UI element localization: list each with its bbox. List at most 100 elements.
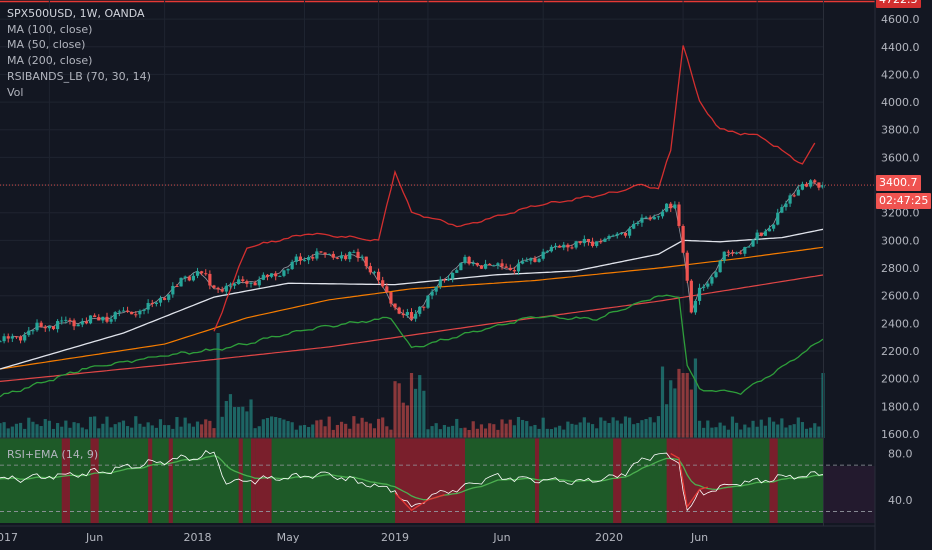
candle-body[interactable]: [800, 183, 805, 190]
candle-body[interactable]: [2, 336, 6, 342]
candle-body[interactable]: [681, 225, 685, 253]
candle-body[interactable]: [237, 279, 241, 285]
candle-body[interactable]: [492, 265, 496, 267]
candle-body[interactable]: [582, 238, 586, 244]
candle-body[interactable]: [389, 292, 393, 304]
candle-body[interactable]: [101, 316, 105, 321]
candle-body[interactable]: [232, 284, 237, 286]
candle-body[interactable]: [315, 251, 319, 259]
candle-body[interactable]: [60, 320, 64, 322]
candle-body[interactable]: [405, 312, 409, 316]
candle-body[interactable]: [14, 336, 19, 338]
candle-body[interactable]: [623, 232, 628, 236]
candle-body[interactable]: [566, 244, 570, 248]
candle-body[interactable]: [693, 300, 698, 313]
candle-body[interactable]: [163, 298, 167, 300]
candle-body[interactable]: [422, 306, 426, 308]
candle-body[interactable]: [142, 309, 146, 311]
candle-body[interactable]: [541, 251, 545, 259]
candle-body[interactable]: [500, 263, 504, 267]
candle-body[interactable]: [718, 260, 722, 273]
candle-body[interactable]: [401, 313, 405, 316]
candle-body[interactable]: [97, 317, 101, 321]
candle-body[interactable]: [261, 274, 265, 280]
candle-body[interactable]: [463, 256, 467, 263]
candle-body[interactable]: [516, 263, 521, 272]
candle-body[interactable]: [442, 279, 447, 281]
candle-body[interactable]: [68, 319, 72, 321]
candle-body[interactable]: [632, 224, 636, 229]
candle-body[interactable]: [6, 336, 10, 339]
candle-body[interactable]: [158, 298, 163, 303]
candle-body[interactable]: [344, 255, 348, 260]
candle-body[interactable]: [376, 271, 381, 281]
candle-body[interactable]: [125, 310, 130, 312]
candle-body[interactable]: [558, 245, 562, 248]
candle-body[interactable]: [47, 326, 51, 329]
study-volume[interactable]: Vol: [7, 85, 24, 99]
candle-body[interactable]: [93, 315, 97, 318]
candle-body[interactable]: [183, 276, 187, 278]
candle-body[interactable]: [590, 241, 595, 246]
candle-body[interactable]: [265, 274, 270, 277]
candle-body[interactable]: [508, 267, 512, 271]
candle-body[interactable]: [545, 251, 549, 253]
candle-body[interactable]: [200, 271, 204, 274]
candle-body[interactable]: [319, 251, 323, 253]
candle-body[interactable]: [51, 326, 56, 330]
candle-body[interactable]: [117, 311, 121, 313]
candle-body[interactable]: [171, 285, 175, 295]
candle-body[interactable]: [339, 255, 344, 259]
candle-body[interactable]: [249, 282, 253, 284]
candle-body[interactable]: [455, 270, 459, 273]
candle-body[interactable]: [697, 287, 702, 301]
candle-body[interactable]: [446, 278, 451, 281]
candle-body[interactable]: [430, 291, 434, 296]
candle-body[interactable]: [56, 321, 60, 330]
candle-body[interactable]: [286, 269, 290, 271]
candle-body[interactable]: [804, 183, 809, 187]
candle-body[interactable]: [537, 258, 541, 262]
candle-body[interactable]: [607, 236, 611, 239]
candle-body[interactable]: [570, 247, 574, 249]
candle-body[interactable]: [734, 252, 739, 254]
candle-body[interactable]: [257, 279, 261, 286]
candle-body[interactable]: [595, 241, 599, 246]
candle-body[interactable]: [175, 285, 179, 287]
candle-body[interactable]: [76, 324, 80, 327]
candle-body[interactable]: [483, 263, 488, 269]
candle-body[interactable]: [451, 272, 455, 279]
candle-body[interactable]: [673, 204, 677, 209]
candle-body[interactable]: [348, 251, 352, 260]
candle-body[interactable]: [792, 195, 796, 197]
candle-body[interactable]: [282, 270, 286, 276]
candle-body[interactable]: [290, 261, 294, 270]
candle-body[interactable]: [611, 235, 615, 237]
candle-body[interactable]: [381, 280, 385, 287]
candle-body[interactable]: [759, 232, 763, 236]
candle-body[interactable]: [644, 217, 648, 219]
candle-body[interactable]: [656, 216, 660, 218]
candle-body[interactable]: [18, 336, 23, 341]
candle-body[interactable]: [385, 286, 389, 293]
candle-body[interactable]: [356, 251, 360, 258]
candle-body[interactable]: [216, 287, 220, 290]
study-ma200[interactable]: MA (200, close): [7, 54, 93, 68]
candle-body[interactable]: [660, 211, 665, 217]
candle-body[interactable]: [323, 252, 327, 255]
candle-body[interactable]: [228, 285, 233, 287]
candle-body[interactable]: [813, 180, 817, 183]
candle-body[interactable]: [335, 257, 340, 259]
candle-body[interactable]: [763, 231, 767, 236]
candle-body[interactable]: [529, 258, 533, 261]
candle-body[interactable]: [245, 281, 249, 284]
candle-body[interactable]: [311, 257, 315, 259]
candle-body[interactable]: [471, 263, 475, 265]
candle-body[interactable]: [204, 273, 208, 275]
candle-body[interactable]: [64, 319, 68, 321]
candle-body[interactable]: [269, 273, 274, 277]
candle-body[interactable]: [702, 286, 706, 288]
candle-body[interactable]: [113, 312, 117, 320]
candle-body[interactable]: [134, 314, 138, 316]
candle-body[interactable]: [426, 295, 430, 308]
